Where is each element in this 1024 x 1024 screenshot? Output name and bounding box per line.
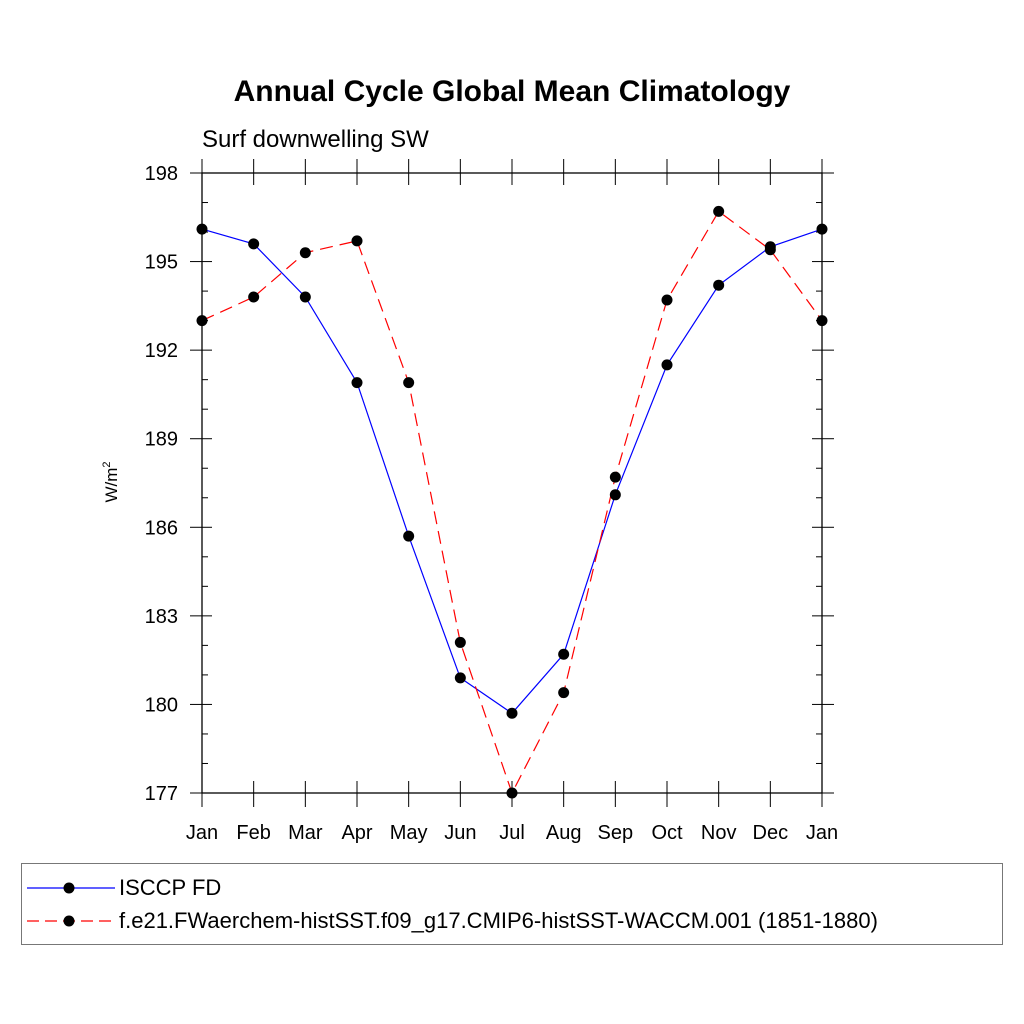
data-point-s0-6 xyxy=(506,707,518,719)
x-tick-label: Aug xyxy=(546,822,582,844)
y-axis-label: W/m2 xyxy=(101,461,121,502)
data-point-s1-1 xyxy=(248,291,260,303)
series-line-1 xyxy=(201,210,823,795)
data-point-s0-5 xyxy=(454,672,466,684)
y-tick-label: 198 xyxy=(145,163,178,185)
x-tick-label: Oct xyxy=(651,822,683,844)
x-tick-label: Sep xyxy=(598,822,634,844)
plot-frame xyxy=(201,172,823,794)
x-tick-label: Nov xyxy=(701,822,737,844)
x-tick-label: May xyxy=(390,822,428,844)
chart-title: Annual Cycle Global Mean Climatology xyxy=(234,75,791,108)
data-point-s1-5 xyxy=(454,636,466,648)
x-tick-label: Jan xyxy=(806,822,838,844)
x-tick-label: Apr xyxy=(341,822,372,844)
legend-line-solid-icon xyxy=(27,882,115,894)
series-line-0 xyxy=(201,228,823,715)
chart: Annual Cycle Global Mean Climatology Sur… xyxy=(101,75,838,844)
data-point-s0-4 xyxy=(403,530,415,542)
y-tick-label: 192 xyxy=(145,340,178,362)
data-point-s1-2 xyxy=(299,247,311,259)
chart-subtitle: Surf downwelling SW xyxy=(202,126,429,153)
data-point-s0-9 xyxy=(661,359,673,371)
data-point-s1-11 xyxy=(764,244,776,256)
legend-line-dashed-icon xyxy=(27,915,115,927)
x-tick-label: Feb xyxy=(236,822,270,844)
legend-item-model: f.e21.FWaerchem-histSST.f09_g17.CMIP6-hi… xyxy=(22,906,878,936)
legend-item-isccp: ISCCP FD xyxy=(22,873,221,903)
data-point-s0-2 xyxy=(299,291,311,303)
x-tick-label: Jul xyxy=(499,822,525,844)
x-tick-label: Mar xyxy=(288,822,323,844)
x-tick-label: Dec xyxy=(753,822,789,844)
y-tick-label: 195 xyxy=(145,252,178,274)
legend: ISCCP FD f.e21.FWaerchem-histSST.f09_g17… xyxy=(21,863,1003,945)
data-point-s0-1 xyxy=(248,238,260,250)
data-point-s1-7 xyxy=(558,687,570,699)
series-group xyxy=(196,205,828,799)
y-tick-label: 177 xyxy=(145,783,178,805)
data-point-s1-3 xyxy=(351,235,363,247)
data-point-s0-7 xyxy=(558,648,570,660)
legend-label-isccp: ISCCP FD xyxy=(119,875,222,900)
y-tick-label: 189 xyxy=(145,429,178,451)
data-point-s1-10 xyxy=(713,205,725,217)
y-tick-label: 180 xyxy=(145,694,178,716)
data-point-s1-8 xyxy=(609,471,621,483)
y-tick-label: 186 xyxy=(145,517,178,539)
axis-ticks: 177 180 183 186 189 192 195 198 Jan Feb Mar Apr May J… xyxy=(145,159,838,844)
data-point-s0-10 xyxy=(713,279,725,291)
x-tick-label: Jun xyxy=(444,822,476,844)
y-tick-label: 183 xyxy=(145,606,178,628)
data-point-s0-3 xyxy=(351,377,363,389)
data-point-s1-9 xyxy=(661,294,673,306)
data-point-s1-4 xyxy=(403,377,415,389)
x-tick-label: Jan xyxy=(186,822,218,844)
data-point-s0-8 xyxy=(609,489,621,501)
legend-label-model: f.e21.FWaerchem-histSST.f09_g17.CMIP6-hi… xyxy=(119,908,878,933)
